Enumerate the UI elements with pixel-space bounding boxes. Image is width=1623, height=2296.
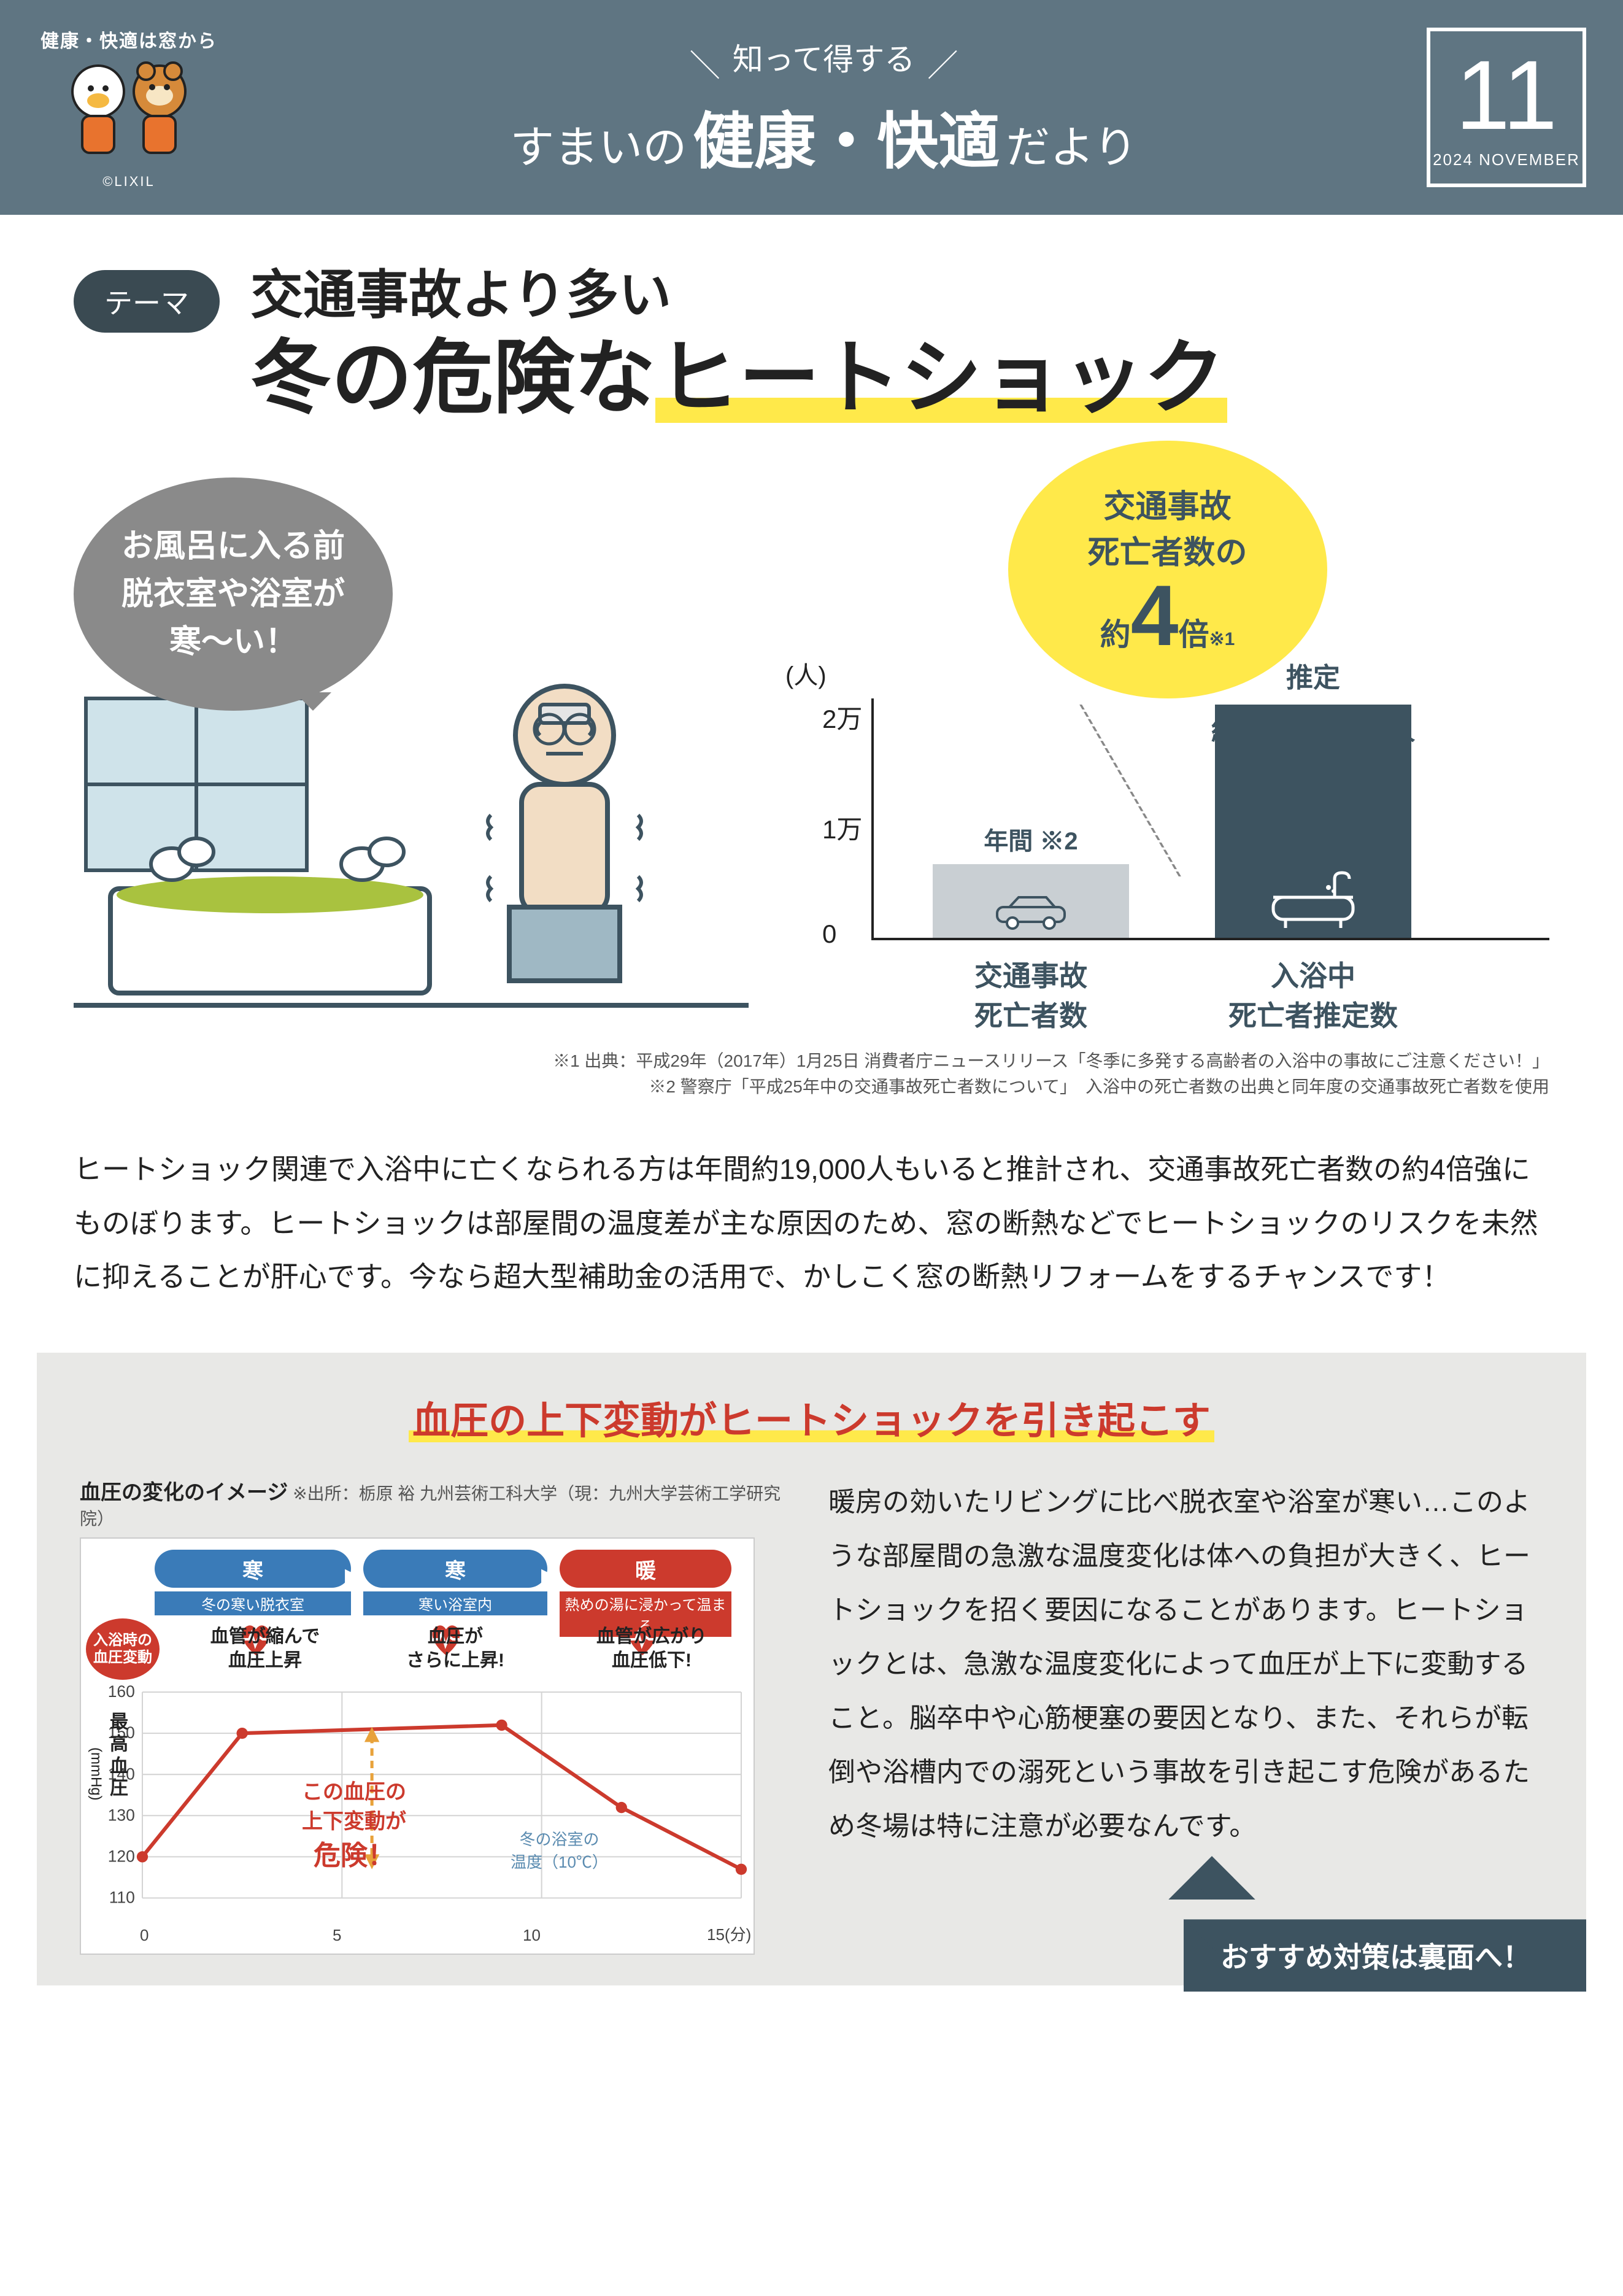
- phase-pill-1: 寒: [155, 1550, 351, 1588]
- temp-note: 冬の浴室の 温度（10℃）: [511, 1827, 608, 1873]
- visual-row: お風呂に入る前 脱衣室や浴室が 寒〜い！: [0, 453, 1623, 1042]
- bp-chart-block: 血圧の変化のイメージ ※出所：栃原 裕 九州芸術工科大学（現：九州大学芸術工学研…: [80, 1475, 792, 1955]
- bar-traffic: [933, 864, 1129, 938]
- mascot-credit: ©LIXIL: [37, 174, 221, 190]
- banner-main-title: すまいの 健康・快適 だより: [221, 91, 1427, 180]
- headline-2b: ヒートショック: [655, 333, 1227, 423]
- yc-approx: 約: [1100, 610, 1131, 654]
- heart-label-2: 血圧が さらに上昇!: [388, 1625, 523, 1672]
- ytick-0: 0: [822, 919, 836, 949]
- body-paragraph: ヒートショック関連で入浴中に亡くなられる方は年間約19,000人もいると推計され…: [0, 1106, 1623, 1340]
- heart-label-1: 血管が縮んで 血圧上昇: [204, 1625, 326, 1672]
- bp-title-text: 血圧の上下変動がヒートショックを引き起こす: [409, 1400, 1214, 1442]
- footnote-1: ※1 出典：平成29年（2017年）1月25日 消費者庁ニュースリリース「冬季に…: [74, 1048, 1549, 1074]
- banner-title: 知って得する すまいの 健康・快適 だより: [221, 35, 1427, 180]
- bp-y-label: 最高血圧: [103, 1712, 130, 1800]
- footnotes: ※1 出典：平成29年（2017年）1月25日 消費者庁ニュースリリース「冬季に…: [0, 1042, 1623, 1106]
- yc-line2: 死亡者数の: [1087, 527, 1247, 573]
- headline-text: 交通事故より多い 冬の危険なヒートショック: [250, 264, 1227, 428]
- issue-box: 11 2024 NOVEMBER: [1427, 28, 1586, 187]
- ytick-1: 1万: [822, 809, 862, 846]
- speech-bubble: お風呂に入る前 脱衣室や浴室が 寒〜い！: [74, 477, 393, 711]
- temp-l2: 温度（10℃）: [511, 1853, 608, 1871]
- y-unit-label: (人): [785, 655, 827, 691]
- bp-panel: 血圧の上下変動がヒートショックを引き起こす 血圧の変化のイメージ ※出所：栃原 …: [37, 1353, 1586, 1985]
- title-suffix: だより: [1006, 111, 1138, 176]
- title-prefix: すまいの: [510, 111, 687, 176]
- headline-line2: 冬の危険なヒートショック: [250, 327, 1227, 428]
- bp-panel-title: 血圧の上下変動がヒートショックを引き起こす: [80, 1390, 1543, 1445]
- bar-category-bath: 入浴中 死亡者推定数: [1203, 956, 1424, 1035]
- yc-number: 4: [1131, 573, 1179, 659]
- phase-sub-2: 寒い浴室内: [363, 1591, 547, 1615]
- headline-line1: 交通事故より多い: [250, 264, 1227, 327]
- yellow-callout-circle: 交通事故 死亡者数の 約 4 倍 ※1: [1008, 441, 1327, 698]
- danger-callout: この血圧の 上下変動が 危険！: [302, 1778, 406, 1874]
- footnote-2: ※2 警察庁「平成25年中の交通事故死亡者数について」 入浴中の死亡者数の出典と…: [74, 1074, 1549, 1100]
- bathtub-icon: [1267, 869, 1359, 930]
- bp-line-plot: 160150140 130120110: [142, 1692, 741, 1923]
- cat1-l2: 死亡者数: [974, 1000, 1087, 1032]
- heart-badge-text: 入浴時の 血圧変動: [93, 1632, 152, 1668]
- heart-label-3: 血管が広がり 血圧低下!: [584, 1625, 719, 1672]
- ytick-2: 2万: [822, 698, 862, 736]
- cat2-l1: 入浴中: [1271, 960, 1355, 992]
- xlab-15: 15(分): [707, 1922, 751, 1945]
- phase-arrow-icon: ▶: [541, 1564, 555, 1586]
- header-banner: 健康・快適は窓から ©LIXIL 知って得する すまいの 健康・快適 だより: [0, 0, 1623, 215]
- title-bold: 健康・快適: [693, 91, 1000, 180]
- y-axis: [871, 698, 874, 938]
- cta-banner: おすすめ対策は裏面へ！: [1184, 1919, 1586, 1992]
- heart-badge: 入浴時の 血圧変動: [86, 1618, 160, 1680]
- page: 健康・快適は窓から ©LIXIL 知って得する すまいの 健康・快適 だより: [0, 0, 1623, 1985]
- issue-number: 11: [1455, 46, 1557, 144]
- danger-l2: 上下変動が: [302, 1810, 406, 1833]
- mascot-tagline: 健康・快適は窓から: [37, 26, 221, 53]
- speech-text: お風呂に入る前 脱衣室や浴室が 寒〜い！: [121, 522, 345, 666]
- headline-block: テーマ 交通事故より多い 冬の危険なヒートショック: [0, 215, 1623, 453]
- mascot-icon: [55, 58, 202, 168]
- xlab-5: 5: [333, 1926, 341, 1945]
- car-icon: [991, 894, 1071, 930]
- temp-l1: 冬の浴室の: [519, 1830, 599, 1849]
- yc-line1: 交通事故: [1103, 481, 1231, 527]
- yc-noteref: ※1: [1209, 628, 1235, 650]
- bp-y-unit: (mmHg): [87, 1747, 104, 1801]
- phase-pill-2: 寒: [363, 1550, 547, 1588]
- anno1-prefix: 年間 ※2: [984, 828, 1078, 855]
- yc-multiplier: 約 4 倍 ※1: [1100, 573, 1235, 659]
- bp-chart: 寒 寒 暖 ▶ ▶ 冬の寒い脱衣室 寒い浴室内 熱めの湯に浸かって温まる 入浴時…: [80, 1537, 755, 1955]
- headline-2a: 冬の危険な: [250, 333, 655, 423]
- xlab-0: 0: [140, 1926, 148, 1945]
- phase-arrow-icon: ▶: [345, 1564, 359, 1586]
- svg-text:110: 110: [109, 1888, 135, 1907]
- bp-source-bold: 血圧の変化のイメージ: [80, 1481, 288, 1504]
- bar-category-traffic: 交通事故 死亡者数: [920, 956, 1141, 1035]
- cat2-l2: 死亡者推定数: [1228, 1000, 1398, 1032]
- phase-pill-3: 暖: [560, 1550, 731, 1588]
- svg-text:160: 160: [108, 1682, 135, 1701]
- svg-text:120: 120: [108, 1847, 135, 1866]
- chart-column: 交通事故 死亡者数の 約 4 倍 ※1 (人) 2万 1万 0 年間 ※2: [785, 477, 1549, 1030]
- banner-subcallout: 知って得する: [733, 35, 916, 79]
- xlab-10: 10: [523, 1926, 541, 1945]
- cat1-l1: 交通事故: [974, 960, 1087, 992]
- bar-chart: (人) 2万 1万 0 年間 ※2 約4,400人 推定 約19,000人: [785, 662, 1549, 1030]
- bath-scene-icon: [74, 662, 749, 1030]
- danger-l1: この血圧の: [302, 1780, 406, 1804]
- bar-bath: [1215, 705, 1411, 938]
- x-axis: [871, 938, 1549, 940]
- mascot-box: 健康・快適は窓から ©LIXIL: [37, 26, 221, 190]
- illustration-column: お風呂に入る前 脱衣室や浴室が 寒〜い！: [74, 477, 749, 1030]
- issue-date: 2024 NOVEMBER: [1433, 150, 1580, 169]
- bp-source: 血圧の変化のイメージ ※出所：栃原 裕 九州芸術工科大学（現：九州大学芸術工学研…: [80, 1475, 792, 1530]
- svg-text:130: 130: [108, 1806, 135, 1825]
- yc-unit: 倍: [1179, 610, 1209, 654]
- anno2-prefix: 推定: [1286, 663, 1340, 693]
- theme-pill: テーマ: [74, 270, 220, 333]
- danger-l3: 危険！: [314, 1841, 395, 1871]
- phase-sub-1: 冬の寒い脱衣室: [155, 1591, 351, 1615]
